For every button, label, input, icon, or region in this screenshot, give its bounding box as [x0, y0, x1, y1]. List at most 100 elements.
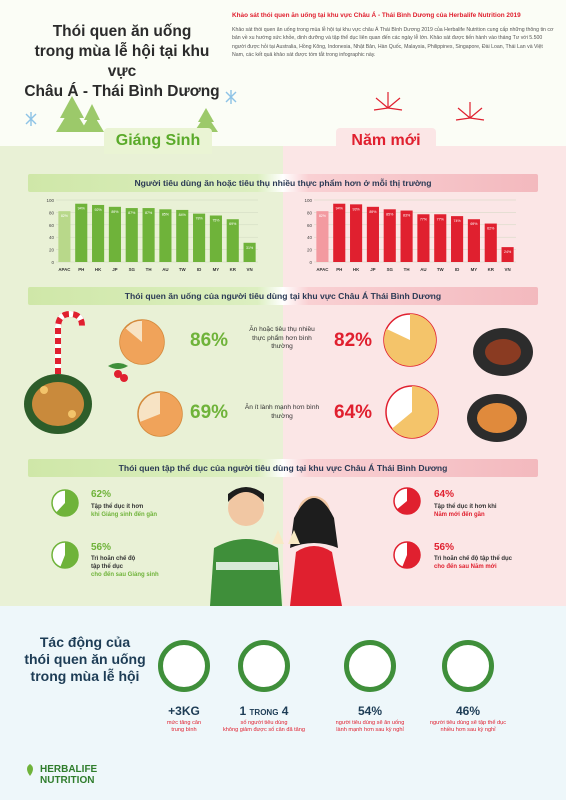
exercise-new-year-1-label: Tập thể dục ít hơn khi Năm mới đến gần	[434, 504, 497, 518]
snowflake-icon	[25, 90, 237, 126]
exercise-pie-64	[393, 487, 421, 515]
bar-ID	[193, 213, 206, 262]
x-tick-label: VN	[505, 267, 511, 272]
y-tick-label: 80	[307, 210, 313, 215]
scale-icon	[158, 640, 210, 692]
title-line-2: trong mùa lễ hội tại khu vực	[34, 43, 210, 80]
impact-stat-4-desc: người tiêu dùng sẽ tập thể dục nhiều hơn …	[429, 720, 507, 734]
bar-value-label: 89%	[111, 210, 119, 214]
habit2-new-year-pct: 64%	[334, 402, 373, 423]
bar-PH	[75, 203, 88, 262]
impact-section	[0, 606, 566, 800]
new-year-bar-chart: 0 20 40 60 80 100 82% APAC 94% PH 93% HK 89% JP 85% SG 8…	[304, 198, 516, 272]
steak-icon	[473, 328, 533, 376]
bar-value-label: 94%	[78, 207, 86, 211]
habit1-label: Ăn hoặc tiêu thụ nhiều thực phẩm hơn bìn…	[249, 326, 315, 351]
impact-stat-1-desc: mức tăng cân trung bình	[166, 720, 202, 734]
impact-stat-2-desc: số người tiêu dùng không giảm được số cân…	[222, 720, 306, 734]
tab-christmas: Giáng Sinh	[104, 128, 212, 154]
y-tick-label: 100	[304, 198, 312, 203]
exercise-christmas-2-label: Trì hoãn chế độ tập thể dục cho đến sau Gi…	[91, 556, 159, 578]
y-tick-label: 100	[46, 198, 54, 203]
pie-slice	[402, 542, 420, 568]
impact-stat-1-value: +3KG	[168, 704, 200, 718]
x-tick-label: JP	[112, 267, 117, 272]
bar-KR	[484, 223, 497, 262]
x-tick-label: SG	[387, 267, 394, 272]
bar-value-label: 82%	[61, 214, 69, 218]
x-tick-label: TW	[179, 267, 187, 272]
pie-69-icon	[137, 391, 183, 437]
pizza-82-icon	[383, 313, 437, 367]
x-tick-label: VN	[247, 267, 253, 272]
bar-APAC	[58, 211, 71, 262]
bar-TH	[142, 208, 155, 262]
exercise-bike-icon	[442, 640, 494, 692]
bar-SG	[125, 208, 138, 262]
y-tick-label: 80	[49, 210, 55, 215]
bar-VN	[501, 247, 514, 262]
tree-icon	[56, 96, 218, 132]
firework-icon	[373, 92, 485, 121]
pie-slice	[396, 488, 420, 514]
bar-MY	[467, 219, 480, 262]
pie-slice	[56, 490, 78, 516]
x-tick-label: KR	[230, 267, 237, 272]
y-tick-label: 40	[307, 235, 313, 240]
bar-value-label: 69%	[229, 222, 237, 226]
x-tick-label: APAC	[58, 267, 71, 272]
title-line-1: Thói quen ăn uống	[52, 23, 192, 40]
bar-value-label: 83%	[403, 214, 411, 218]
bar-SG	[383, 209, 396, 262]
exercise-new-year-2-label: Trì hoãn chế độ tập thể dục cho đến sau N…	[434, 556, 513, 570]
bar-value-label: 62%	[487, 227, 495, 231]
bar-value-label: 78%	[195, 217, 203, 221]
section-exercise-banner: Thói quen tập thể dục của người tiêu dùn…	[28, 459, 538, 477]
bar-PH	[333, 203, 346, 262]
intro-heading: Khảo sát thói quen ăn uống tại khu vực C…	[232, 12, 521, 19]
herbalife-logo: HERBALIFE NUTRITION	[40, 764, 98, 786]
bar-value-label: 74%	[453, 219, 461, 223]
bar-KR	[226, 219, 239, 262]
bar-AU	[417, 214, 430, 262]
title-line-3: Châu Á - Thái Bình Dương	[24, 83, 220, 100]
noodle-plate-icon	[467, 394, 527, 442]
impact-stat-4-value: 46%	[455, 704, 481, 718]
x-tick-label: PH	[78, 267, 84, 272]
festive-decor	[25, 90, 485, 132]
bar-value-label: 85%	[386, 212, 394, 216]
y-tick-label: 20	[307, 248, 313, 253]
bar-HK	[350, 204, 363, 262]
x-tick-label: TH	[404, 267, 410, 272]
bar-value-label: 92%	[94, 208, 102, 212]
x-tick-label: SG	[129, 267, 136, 272]
bar-TW	[176, 209, 189, 262]
impact-stat-3-desc: người tiêu dùng sẽ ăn uống lành mạnh hơn …	[335, 720, 405, 734]
bar-value-label: 93%	[352, 207, 360, 211]
intro-body: Khảo sát thói quen ăn uống trong mùa lễ …	[232, 27, 554, 59]
impact-stat-2-value: 1 TRONG 4	[239, 704, 289, 718]
y-tick-label: 40	[49, 235, 55, 240]
bar-value-label: 69%	[470, 222, 478, 226]
person-weight-icon	[238, 640, 290, 692]
bar-value-label: 75%	[212, 219, 220, 223]
y-tick-label: 0	[51, 260, 54, 265]
bar-value-label: 84%	[179, 213, 187, 217]
pie-slice	[60, 542, 78, 568]
bar-AU	[159, 209, 172, 262]
bar-value-label: 24%	[504, 250, 512, 254]
pizza-64-icon	[385, 385, 439, 439]
couple-toast-illustration	[210, 487, 342, 606]
christmas-bar-chart: 0 20 40 60 80 100 82% APAC 94% PH 92% HK 89% JP 87% SG 8…	[46, 198, 258, 272]
habit1-new-year-pct: 82%	[334, 330, 373, 351]
bar-APAC	[316, 211, 329, 262]
herbalife-leaf-icon	[27, 764, 33, 776]
bar-value-label: 94%	[336, 207, 344, 211]
exercise-pie-56-christmas	[51, 541, 79, 569]
x-tick-label: AU	[420, 267, 426, 272]
pie-slice	[384, 314, 436, 366]
habit2-label: Ăn ít lành mạnh hơn bình thường	[244, 404, 320, 420]
bar-VN	[243, 242, 256, 262]
habit2-christmas-pct: 69%	[190, 402, 229, 423]
bar-TH	[400, 210, 413, 262]
